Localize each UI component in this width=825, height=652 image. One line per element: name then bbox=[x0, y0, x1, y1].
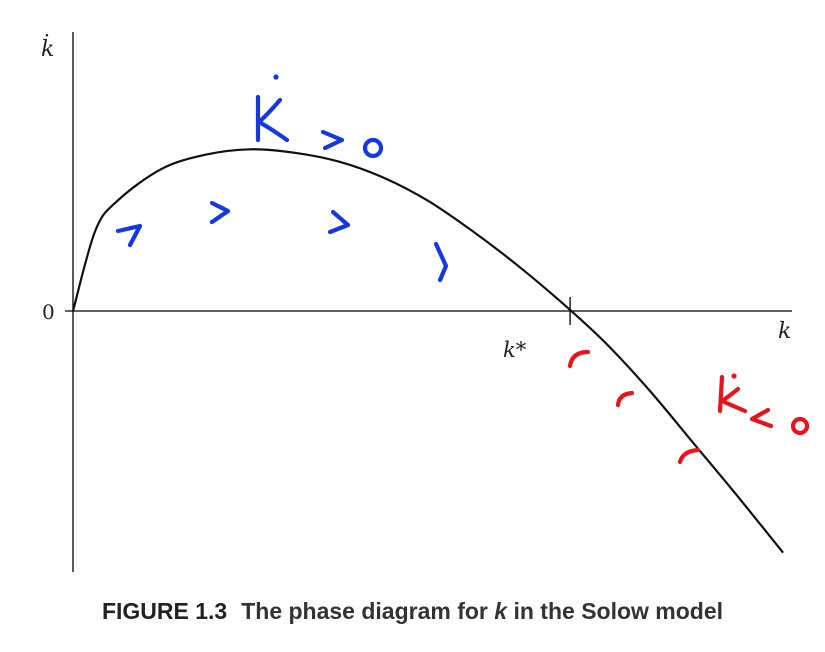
positive-direction-arrows bbox=[115, 200, 449, 283]
red-arrow-2 bbox=[615, 390, 635, 408]
caption-text-after: in the Solow model bbox=[507, 598, 724, 624]
handwritten-less-than bbox=[749, 407, 774, 429]
figure-number: FIGURE 1.3 bbox=[101, 598, 228, 624]
blue-arrow-4 bbox=[433, 241, 449, 283]
red-arrow-1 bbox=[567, 349, 591, 369]
caption-text-before: The phase diagram for bbox=[241, 598, 495, 624]
blue-arrow-2 bbox=[209, 200, 231, 225]
k-dot-curve bbox=[71, 148, 784, 554]
handwritten-k-arms-red bbox=[719, 386, 748, 414]
origin-label: 0 bbox=[42, 300, 55, 324]
figure-caption: FIGURE 1.3 The phase diagram for k in the… bbox=[0, 598, 825, 625]
blue-arrow-3 bbox=[327, 209, 351, 235]
positive-region-annotation bbox=[255, 74, 384, 159]
red-arrow-3 bbox=[677, 447, 701, 465]
negative-region-annotation bbox=[717, 373, 810, 436]
y-axis-label: k̇ bbox=[41, 33, 54, 62]
handwritten-dot bbox=[273, 74, 279, 80]
handwritten-zero bbox=[362, 137, 384, 159]
k-star-label: k* bbox=[503, 338, 527, 362]
handwritten-dot-red bbox=[731, 373, 737, 379]
handwritten-zero-red bbox=[790, 416, 810, 436]
negative-direction-arrows bbox=[567, 349, 701, 465]
handwritten-k-stem-red bbox=[717, 374, 725, 414]
handwritten-k-arms bbox=[256, 97, 290, 143]
blue-arrow-1 bbox=[115, 223, 143, 248]
handwritten-greater-than bbox=[320, 129, 345, 151]
caption-variable: k bbox=[494, 598, 508, 624]
x-axis-label: k bbox=[778, 319, 791, 344]
